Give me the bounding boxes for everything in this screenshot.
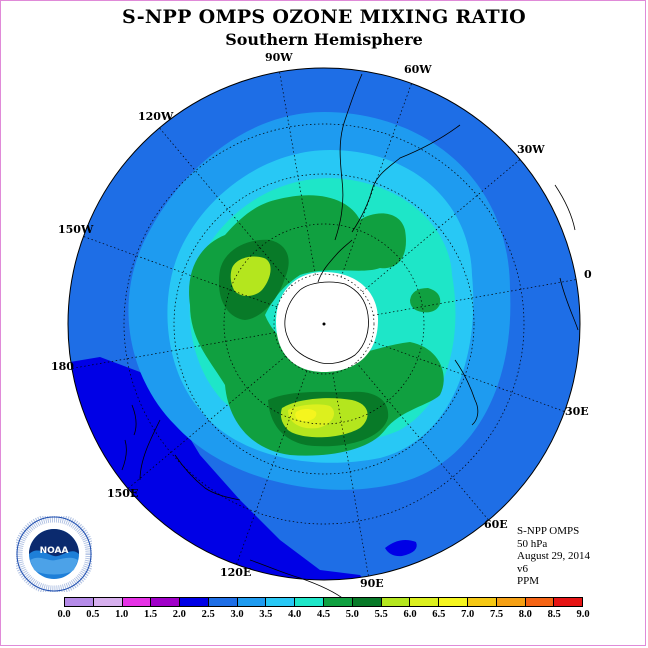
- colorbar-tick-label: 0.0: [57, 609, 71, 620]
- lon-label-30e: 30E: [565, 405, 589, 418]
- colorbar-swatch: [65, 598, 94, 606]
- colorbar-swatch: [525, 598, 555, 606]
- lon-label-120w: 120W: [138, 110, 174, 123]
- info-date: August 29, 2014: [517, 550, 591, 562]
- colorbar-tick-label: 2.5: [201, 609, 215, 620]
- field-4-5-east: [410, 288, 441, 313]
- colorbar-swatch: [93, 598, 123, 606]
- noaa-logo-text: NOAA: [40, 546, 69, 556]
- colorbar-tick-label: 6.5: [432, 609, 446, 620]
- lon-label-150e: 150E: [107, 487, 139, 500]
- colorbar-swatch: [266, 598, 296, 606]
- lon-label-150w: 150W: [58, 223, 94, 236]
- lon-label-180: 180: [51, 360, 74, 373]
- colorbar-tick-label: 3.5: [259, 609, 273, 620]
- map-subtitle: Southern Hemisphere: [225, 30, 423, 49]
- colorbar-swatch: [295, 598, 325, 606]
- colorbar-swatch: [439, 598, 468, 606]
- field-5-5-west: [230, 256, 271, 296]
- africa-coast: [554, 184, 579, 331]
- lon-label-90e: 90E: [360, 577, 384, 590]
- colorbar-swatch: [237, 598, 267, 606]
- lon-label-0: 0: [584, 268, 592, 281]
- colorbar-tick-label: 0.5: [86, 609, 100, 620]
- antarctic-peninsula: [317, 239, 353, 283]
- info-version: v6: [517, 562, 528, 575]
- lon-label-90w: 90W: [265, 51, 293, 64]
- info-level: 50 hPa: [517, 537, 548, 550]
- colorbar-swatch: [410, 598, 440, 606]
- colorbar-swatch: [208, 598, 238, 606]
- map-info-block: S-NPP OMPS 50 hPa August 29, 2014 v6 PPM: [517, 525, 590, 588]
- colorbar-tick-label: 4.0: [288, 609, 302, 620]
- colorbar-swatch: [554, 598, 583, 606]
- new-zealand-coast: [121, 404, 137, 471]
- map-boundary: [67, 67, 581, 581]
- colorbar-swatch: [381, 598, 411, 606]
- south-america-coast: [334, 73, 461, 241]
- lon-label-60w: 60W: [404, 63, 432, 76]
- colorbar-tick-label: 9.0: [576, 609, 590, 620]
- noaa-logo: NOAA: [16, 516, 92, 592]
- asia-coast: [249, 559, 346, 601]
- colorbar-tick-label: 4.5: [316, 609, 331, 620]
- colorbar-swatch: [324, 598, 353, 606]
- lon-label-30w: 30W: [517, 143, 545, 156]
- field-6-5-south: [295, 409, 317, 422]
- lon-label-120e: 120E: [220, 566, 252, 579]
- colorbar-swatch: [180, 598, 209, 606]
- colorbar-swatch: [151, 598, 181, 606]
- colorbar-tick-label: 3.0: [230, 609, 244, 620]
- info-units: PPM: [517, 575, 540, 587]
- colorbar-swatch: [122, 598, 152, 606]
- colorbar-tick-label: 1.0: [115, 609, 129, 620]
- colorbar-tick-label: 1.5: [143, 609, 158, 620]
- info-instrument: S-NPP OMPS: [517, 525, 580, 537]
- lon-label-60e: 60E: [484, 518, 508, 531]
- colorbar-tick-label: 7.0: [461, 609, 475, 620]
- antarctica-coast: [284, 281, 369, 364]
- colorbar-tick-label: 5.5: [374, 609, 388, 620]
- madagascar-coast: [454, 359, 479, 426]
- south-pole-marker: [322, 322, 326, 326]
- colorbar-tick-label: 5.0: [345, 609, 359, 620]
- map-title: S-NPP OMPS OZONE MIXING RATIO: [121, 6, 527, 28]
- colorbar-swatch: [467, 598, 497, 606]
- colorbar-swatch: [496, 598, 526, 606]
- colorbar-tick-label: 8.5: [547, 609, 561, 620]
- field-2-0-patch: [385, 540, 417, 557]
- colorbar-tick-label: 6.0: [403, 609, 417, 620]
- colorbar-swatch: [352, 598, 382, 606]
- graticule: [71, 71, 577, 577]
- colorbar-tick-label: 7.5: [489, 609, 504, 620]
- colorbar-tick-label: 2.0: [172, 609, 186, 620]
- colorbar-tick-label: 8.0: [518, 609, 532, 620]
- polar-hole: [276, 272, 378, 372]
- colorbar: [64, 597, 583, 607]
- coastlines: [121, 73, 579, 601]
